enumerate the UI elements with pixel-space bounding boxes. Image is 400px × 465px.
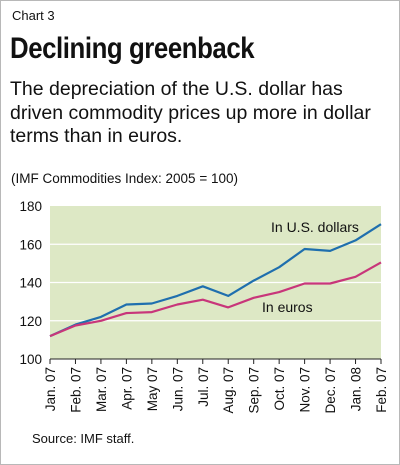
y-tick-label: 180 [19, 199, 42, 214]
chart-source: Source: IMF staff. [32, 431, 135, 446]
y-tick-label: 160 [19, 237, 42, 252]
series-line-eur [49, 261, 382, 338]
x-tick-label: May 07 [145, 367, 160, 411]
chart-units-note: (IMF Commodities Index: 2005 = 100) [11, 171, 238, 186]
chart-title: Declining greenback [10, 32, 255, 65]
series-label-usd: In U.S. dollars [271, 219, 359, 235]
x-tick-label: Jun. 07 [170, 367, 185, 411]
x-tick-label: Apr. 07 [119, 367, 134, 410]
x-tick-label: Jan. 07 [43, 367, 58, 411]
x-tick-label: Dec. 07 [323, 367, 338, 414]
y-tick-label: 140 [19, 276, 42, 291]
series-label-eur: In euros [262, 299, 313, 315]
x-tick-label: Oct. 07 [272, 367, 287, 411]
series-line-usd [49, 223, 382, 338]
x-tick-label: Mar. 07 [94, 367, 109, 412]
x-tick-label: Aug. 07 [221, 367, 236, 414]
x-tick-label: Jul. 07 [196, 367, 211, 407]
x-tick-label: Jan. 08 [349, 367, 364, 411]
x-tick-label: Sep. 07 [247, 367, 262, 414]
y-tick-label: 120 [19, 314, 42, 329]
chart-number-label: Chart 3 [12, 8, 55, 23]
y-tick-label: 100 [19, 352, 42, 367]
x-tick-label: Feb. 07 [374, 367, 389, 413]
x-tick-label: Feb. 07 [68, 367, 83, 413]
chart-subtitle: The depreciation of the U.S. dollar has … [10, 78, 371, 147]
x-tick-label: Nov. 07 [298, 367, 313, 413]
